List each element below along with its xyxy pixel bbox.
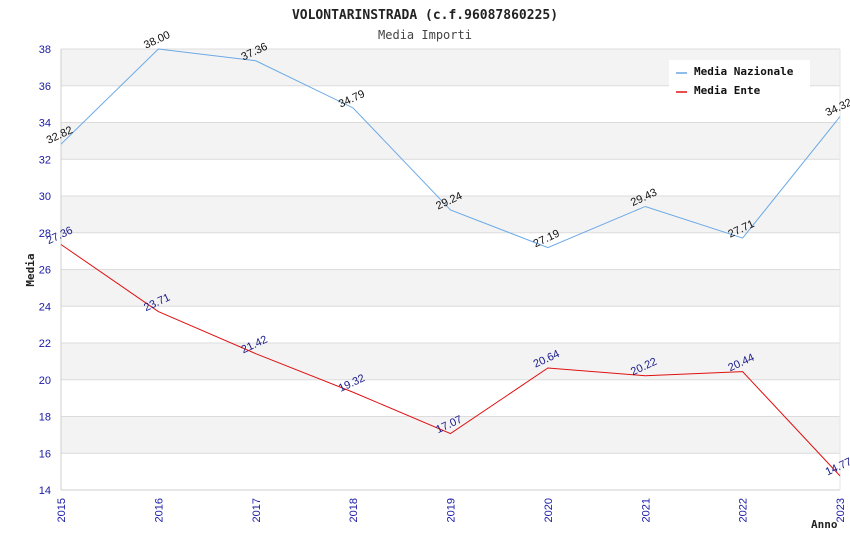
grid-lines (61, 48, 840, 491)
grid-band (61, 416, 840, 454)
y-tick-label: 24 (39, 301, 51, 313)
data-label: 14.77 (824, 456, 850, 479)
y-tick-label: 36 (39, 81, 51, 93)
chart-subtitle: Media Importi (378, 28, 472, 42)
y-axis-ticks: 14 16 18 20 22 24 26 28 30 32 34 36 38 (39, 44, 51, 497)
chart-title: VOLONTARINSTRADA (c.f.96087860225) (292, 8, 558, 23)
x-tick-label: 2022 (738, 498, 750, 522)
grid-bands (61, 49, 840, 454)
x-tick-label: 2017 (251, 498, 263, 522)
legend-label-media-nazionale: Media Nazionale (694, 65, 794, 78)
y-tick-label: 32 (39, 154, 51, 166)
y-tick-label: 18 (39, 412, 51, 424)
x-tick-label: 2016 (153, 498, 165, 522)
y-tick-label: 38 (39, 44, 51, 56)
legend-label-media-ente: Media Ente (694, 84, 761, 97)
y-tick-label: 16 (39, 448, 51, 460)
y-axis-label: Media (24, 253, 37, 286)
x-tick-label: 2020 (543, 498, 555, 522)
x-tick-label: 2019 (446, 498, 458, 522)
y-tick-label: 14 (39, 485, 51, 497)
grid-band (61, 343, 840, 380)
grid-band (61, 269, 840, 307)
y-tick-label: 20 (39, 375, 51, 387)
data-label: 38.00 (142, 29, 172, 52)
x-tick-label: 2018 (348, 498, 360, 522)
legend-box (669, 60, 810, 102)
x-tick-label: 2015 (56, 498, 68, 522)
x-axis-label: Anno (811, 518, 838, 531)
grid-band (61, 122, 840, 160)
y-tick-label: 30 (39, 191, 51, 203)
x-tick-label: 2021 (640, 498, 652, 522)
series-line-media-nazionale (60, 48, 841, 249)
y-tick-label: 26 (39, 265, 51, 277)
series-lines (60, 48, 841, 477)
series-line-media-ente (60, 244, 841, 477)
y-tick-label: 28 (39, 228, 51, 240)
legend: Media Nazionale Media Ente (669, 60, 810, 102)
y-tick-label: 34 (39, 118, 51, 130)
data-label: 34.32 (824, 97, 850, 120)
axes (60, 49, 841, 491)
x-tick-label: 2023 (835, 498, 847, 522)
y-tick-label: 22 (39, 338, 51, 350)
x-axis-ticks: 2015 2016 2017 2018 2019 2020 2021 2022 2023 (56, 498, 847, 522)
grid-band (61, 196, 840, 233)
